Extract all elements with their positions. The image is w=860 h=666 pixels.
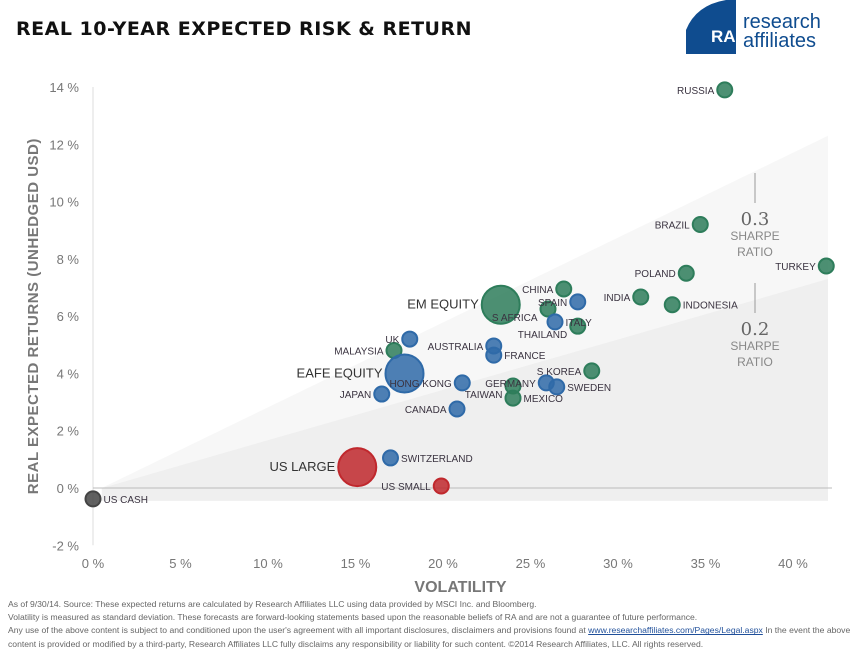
data-point-us-large bbox=[337, 447, 378, 488]
x-tick-label: 30 % bbox=[603, 556, 633, 571]
point-label: US LARGE bbox=[270, 459, 336, 474]
data-point-spain bbox=[569, 293, 587, 311]
point-label: TAIWAN bbox=[465, 390, 503, 401]
x-tick-label: 0 % bbox=[82, 556, 105, 571]
svg-text:affiliates: affiliates bbox=[743, 30, 816, 52]
x-tick-label: 35 % bbox=[691, 556, 721, 571]
point-label: US CASH bbox=[104, 495, 148, 506]
point-label: SWITZERLAND bbox=[401, 454, 473, 465]
sharpe-label: RATIO bbox=[737, 355, 773, 369]
sharpe-value: 0.2 bbox=[741, 319, 770, 340]
point-label: ITALY bbox=[566, 318, 593, 329]
point-label: AUSTRALIA bbox=[428, 342, 484, 353]
data-point-russia bbox=[716, 81, 734, 99]
point-label: JAPAN bbox=[340, 390, 372, 401]
data-point-us-small bbox=[432, 477, 450, 495]
data-point-brazil bbox=[691, 216, 709, 234]
point-label: TURKEY bbox=[775, 262, 816, 273]
y-tick-label: 0 % bbox=[57, 481, 80, 496]
data-point-em-equity bbox=[480, 284, 521, 325]
data-point-thailand bbox=[569, 317, 587, 335]
point-label: GERMANY bbox=[485, 379, 536, 390]
x-tick-label: 25 % bbox=[516, 556, 546, 571]
point-label: FRANCE bbox=[504, 351, 545, 362]
data-point-italy bbox=[546, 313, 564, 331]
scatter-chart: -2 %0 %2 %4 %6 %8 %10 %12 %14 %0 % 5 % 10 … bbox=[25, 80, 835, 595]
data-point-mexico bbox=[504, 389, 522, 407]
data-point-china bbox=[555, 280, 573, 298]
point-label: S KOREA bbox=[537, 367, 582, 378]
data-point-switzerland bbox=[382, 449, 399, 467]
data-point-s-korea bbox=[583, 362, 601, 380]
data-point-france bbox=[485, 346, 503, 364]
point-label: INDONESIA bbox=[683, 301, 738, 312]
data-point-uk bbox=[401, 330, 419, 348]
data-point-poland bbox=[677, 264, 695, 282]
sharpe-label: SHARPE bbox=[730, 339, 779, 353]
x-tick-label: 20 % bbox=[428, 556, 458, 571]
point-label: INDIA bbox=[604, 293, 631, 304]
data-point-hong-kong bbox=[453, 374, 471, 392]
x-tick-label: 5 % bbox=[169, 556, 192, 571]
y-tick-label: 2 % bbox=[57, 424, 80, 439]
chart-title: REAL 10-YEAR EXPECTED RISK & RETURN bbox=[16, 18, 472, 40]
footer-line: Volatility is measured as standard devia… bbox=[8, 612, 698, 623]
footer-disclaimer: As of 9/30/14. Source: These expected re… bbox=[8, 598, 856, 651]
data-point-eafe-equity bbox=[384, 353, 425, 394]
point-label: HONG KONG bbox=[390, 379, 452, 390]
y-tick-label: 4 % bbox=[57, 366, 80, 381]
svg-text:research: research bbox=[743, 11, 821, 33]
point-label: SWEDEN bbox=[567, 383, 611, 394]
point-label: EM EQUITY bbox=[407, 297, 479, 312]
data-point-us-cash bbox=[84, 490, 102, 508]
y-tick-label: 10 % bbox=[49, 195, 79, 210]
sharpe-label: SHARPE bbox=[730, 229, 779, 243]
point-label: MALAYSIA bbox=[334, 347, 384, 358]
y-tick-label: 12 % bbox=[49, 137, 79, 152]
point-label: MEXICO bbox=[524, 394, 564, 405]
point-label: THAILAND bbox=[518, 330, 567, 341]
point-label: EAFE EQUITY bbox=[297, 365, 383, 380]
sharpe-label: RATIO bbox=[737, 245, 773, 259]
point-label: SPAIN bbox=[538, 298, 567, 309]
point-label: S AFRICA bbox=[492, 313, 538, 324]
footer-line: Any use of the above content is subject … bbox=[8, 625, 851, 649]
data-point-japan bbox=[373, 385, 391, 403]
svg-text:RA: RA bbox=[711, 27, 736, 46]
y-tick-label: -2 % bbox=[52, 538, 79, 553]
x-tick-label: 40 % bbox=[778, 556, 808, 571]
point-label: POLAND bbox=[635, 269, 676, 280]
data-point-sweden bbox=[548, 378, 566, 396]
y-tick-label: 8 % bbox=[57, 252, 80, 267]
y-axis-title: REAL EXPECTED RETURNS (UNHEDGED USD) bbox=[25, 138, 42, 494]
data-point-canada bbox=[448, 400, 466, 418]
footer-line: As of 9/30/14. Source: These expected re… bbox=[8, 599, 537, 609]
point-label: RUSSIA bbox=[677, 86, 715, 97]
point-label: CANADA bbox=[405, 405, 447, 416]
point-label: BRAZIL bbox=[655, 221, 690, 232]
data-point-india bbox=[632, 288, 650, 306]
x-tick-label: 10 % bbox=[253, 556, 283, 571]
x-tick-label: 15 % bbox=[341, 556, 371, 571]
data-point-indonesia bbox=[663, 296, 681, 314]
data-point-s-africa bbox=[539, 300, 557, 318]
research-affiliates-logo: RA research affiliates bbox=[686, 0, 821, 54]
y-tick-label: 6 % bbox=[57, 309, 80, 324]
legal-link[interactable]: www.researchaffiliates.com/Pages/Legal.a… bbox=[588, 625, 763, 636]
point-label: US SMALL bbox=[381, 482, 431, 493]
sharpe-band-high bbox=[101, 135, 828, 488]
sharpe-value: 0.3 bbox=[741, 209, 770, 230]
point-label: UK bbox=[385, 335, 399, 346]
x-axis-title: VOLATILITY bbox=[414, 579, 506, 595]
y-tick-label: 14 % bbox=[49, 80, 79, 95]
point-label: CHINA bbox=[522, 285, 553, 296]
data-point-turkey bbox=[817, 257, 835, 275]
